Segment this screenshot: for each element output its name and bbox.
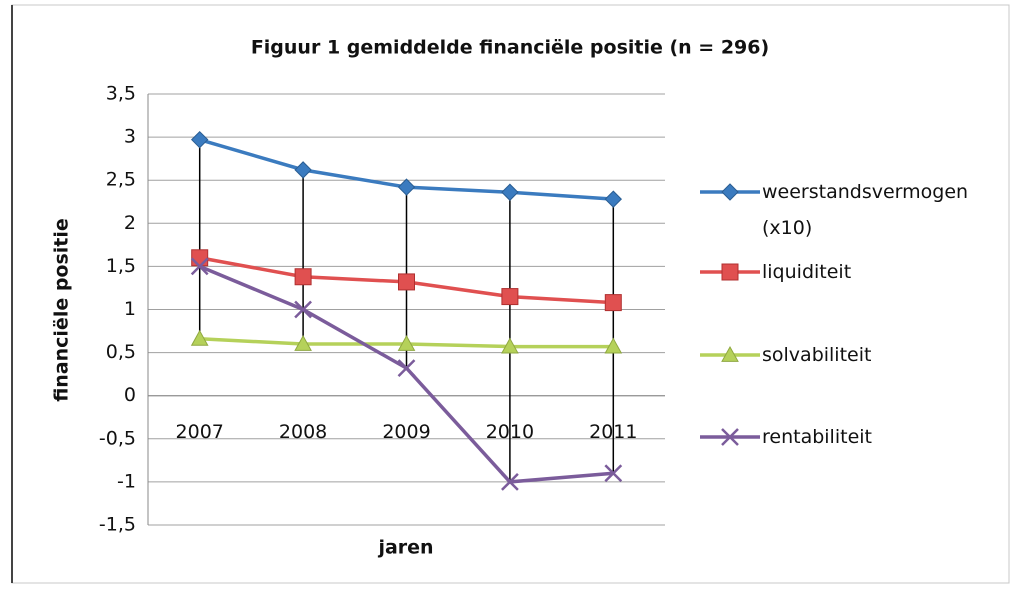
y-tick-label: -0,5 [99,427,136,449]
x-axis-label: jaren [377,537,433,559]
marker [501,288,519,306]
y-tick-label: 1 [124,298,136,320]
y-tick-label: 2,5 [106,169,136,191]
marker [604,337,623,354]
y-tick-label: 3 [124,126,136,148]
legend-entry: solvabiliteit [762,344,872,366]
legend-label: solvabiliteit [762,344,872,366]
chart-title: Figuur 1 gemiddelde financiële positie (… [251,37,769,59]
y-tick-label: 1,5 [106,255,136,277]
marker [501,473,519,491]
legend-marker [721,345,739,362]
marker [191,249,209,267]
marker [397,359,416,377]
y-tick-label: -1 [117,470,136,492]
legend-entry: weerstandsvermogen (x10) [762,181,969,239]
marker [294,268,312,286]
legend-label: weerstandsvermogen (x10) [762,181,969,239]
x-tick-label: 2008 [279,421,327,443]
legend-marker [721,263,739,281]
marker [397,178,416,196]
legend-marker [721,183,739,201]
legend-marker [721,428,739,446]
marker [604,294,622,312]
marker [294,300,312,319]
marker [501,337,519,354]
marker [294,334,312,351]
marker [604,190,623,208]
marker [397,334,416,351]
marker [190,329,209,346]
marker [501,183,519,201]
marker [190,257,209,276]
legend-label: rentabiliteit [762,426,872,448]
marker [604,464,623,483]
y-tick-label: 0,5 [106,341,136,363]
legend-label: liquiditeit [762,261,852,283]
y-tick-label: 2 [124,212,136,234]
y-tick-label: 0 [124,384,136,406]
marker [294,161,312,179]
x-tick-label: 2009 [382,421,430,443]
x-tick-label: 2007 [176,421,224,443]
legend-entry: rentabiliteit [762,426,872,448]
marker [398,273,415,291]
y-tick-label: -1,5 [99,514,136,536]
legend-entry: liquiditeit [762,261,852,283]
marker [190,130,209,149]
y-axis-label: financiële positie [51,218,73,402]
y-tick-label: 3,5 [106,83,136,105]
